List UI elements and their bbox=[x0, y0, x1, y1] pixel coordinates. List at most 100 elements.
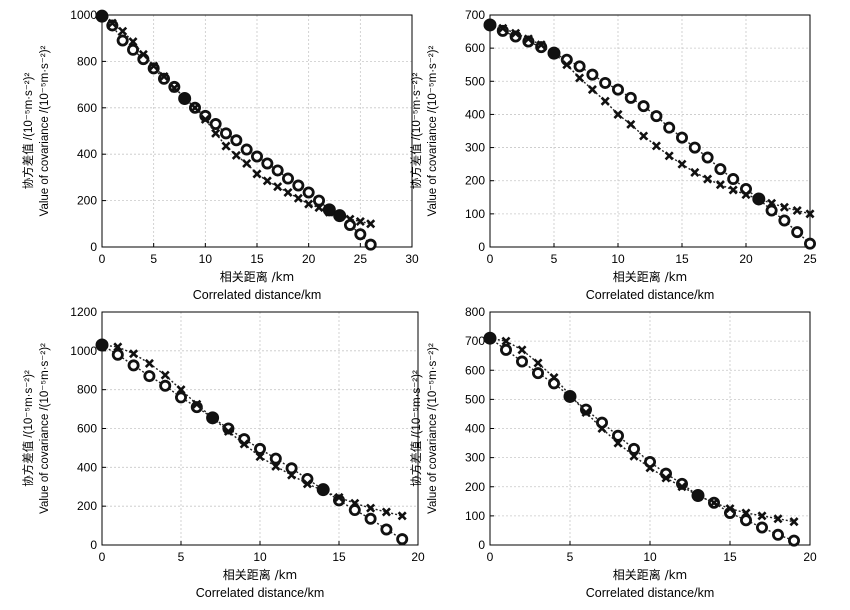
data-point-cross bbox=[107, 18, 117, 28]
data-point-cross bbox=[725, 504, 735, 514]
data-point-circle bbox=[612, 429, 625, 442]
data-point-circle bbox=[756, 521, 769, 534]
data-point-cross bbox=[129, 349, 139, 359]
data-point-cross bbox=[709, 498, 719, 508]
data-point-cross bbox=[169, 83, 179, 93]
data-point-filled bbox=[752, 192, 766, 206]
data-point-cross bbox=[773, 514, 783, 524]
y-tick-label: 400 bbox=[77, 147, 97, 161]
cross-stroke bbox=[664, 151, 674, 161]
data-point-circle bbox=[788, 534, 801, 547]
y-axis-label-chinese: 协方差值 /(10⁻⁵m·s⁻²)² bbox=[409, 370, 423, 487]
cross-stroke bbox=[517, 345, 527, 355]
data-point-cross bbox=[741, 508, 751, 518]
x-tick-label: 0 bbox=[487, 550, 494, 564]
cross-stroke bbox=[757, 511, 767, 521]
y-tick-label: 1000 bbox=[70, 344, 97, 358]
cross-stroke bbox=[501, 336, 511, 346]
data-point-cross bbox=[366, 503, 376, 513]
data-point-circle bbox=[688, 141, 701, 154]
y-tick-label: 200 bbox=[77, 194, 97, 208]
y-tick-label: 500 bbox=[465, 392, 485, 406]
data-point-cross bbox=[345, 214, 355, 224]
cross-stroke bbox=[211, 128, 221, 138]
data-point-circle bbox=[261, 157, 274, 170]
data-point-filled bbox=[483, 331, 497, 345]
y-tick-label: 100 bbox=[465, 207, 485, 221]
y-axis-label-english: Value of covariance /(10⁻⁵m·s⁻²)² bbox=[39, 343, 51, 514]
data-point-cross bbox=[536, 40, 546, 50]
cross-stroke bbox=[144, 358, 154, 368]
cross-stroke bbox=[350, 498, 360, 508]
cross-stroke bbox=[302, 479, 312, 489]
data-point-circle bbox=[676, 131, 689, 144]
y-tick-label: 1200 bbox=[70, 305, 97, 319]
cross-stroke bbox=[242, 158, 252, 168]
data-point-circle bbox=[499, 343, 512, 356]
x-tick-label: 25 bbox=[354, 252, 368, 266]
cross-stroke bbox=[709, 498, 719, 508]
y-tick-label: 300 bbox=[465, 141, 485, 155]
cross-stroke bbox=[287, 470, 297, 480]
cross-stroke bbox=[741, 190, 751, 200]
data-point-cross bbox=[287, 470, 297, 480]
data-point-circle bbox=[174, 391, 187, 404]
plot-frame bbox=[489, 14, 811, 248]
data-point-circle bbox=[219, 127, 232, 140]
cross-stroke bbox=[715, 180, 725, 190]
x-tick-label: 0 bbox=[487, 252, 494, 266]
y-axis-label-english: Value of covariance /(10⁻⁵m·s⁻²)² bbox=[427, 343, 439, 514]
data-point-cross bbox=[677, 482, 687, 492]
cross-stroke bbox=[792, 206, 802, 216]
y-tick-label: 0 bbox=[90, 240, 97, 254]
cross-stroke bbox=[498, 23, 508, 33]
data-point-cross bbox=[304, 199, 314, 209]
data-point-circle bbox=[650, 110, 663, 123]
data-point-cross bbox=[703, 174, 713, 184]
data-point-circle bbox=[701, 151, 714, 164]
cross-stroke bbox=[252, 169, 262, 179]
cross-stroke bbox=[221, 141, 231, 151]
cross-stroke bbox=[255, 452, 265, 462]
cross-stroke bbox=[118, 26, 128, 36]
data-point-cross bbox=[113, 342, 123, 352]
data-point-circle bbox=[663, 121, 676, 134]
cross-stroke bbox=[190, 103, 200, 113]
data-point-filled bbox=[547, 46, 561, 60]
x-tick-label: 0 bbox=[99, 550, 106, 564]
data-point-cross bbox=[350, 498, 360, 508]
x-axis-label-chinese: 相关距离 /km bbox=[220, 269, 295, 284]
x-tick-label: 30 bbox=[405, 252, 419, 266]
data-point-cross bbox=[176, 385, 186, 395]
data-point-cross bbox=[144, 358, 154, 368]
data-point-filled bbox=[206, 411, 220, 425]
data-point-filled bbox=[333, 209, 347, 223]
data-point-filled bbox=[483, 18, 497, 32]
data-point-cross bbox=[581, 407, 591, 418]
y-tick-label: 0 bbox=[478, 240, 485, 254]
cross-stroke bbox=[107, 18, 117, 28]
data-point-circle bbox=[637, 100, 650, 113]
data-point-cross bbox=[302, 479, 312, 489]
data-point-circle bbox=[209, 118, 222, 131]
x-tick-label: 15 bbox=[250, 252, 264, 266]
data-point-filled bbox=[691, 488, 705, 502]
data-point-circle bbox=[522, 35, 535, 48]
data-point-cross bbox=[792, 206, 802, 216]
data-point-cross bbox=[118, 26, 128, 36]
cross-stroke bbox=[231, 150, 241, 160]
x-tick-label: 5 bbox=[567, 550, 574, 564]
data-point-circle bbox=[364, 512, 377, 525]
x-tick-label: 10 bbox=[643, 550, 657, 564]
data-point-cross bbox=[192, 399, 202, 409]
x-tick-label: 10 bbox=[611, 252, 625, 266]
y-tick-label: 700 bbox=[465, 334, 485, 348]
cross-stroke bbox=[138, 49, 148, 59]
data-point-cross bbox=[138, 49, 148, 59]
data-point-circle bbox=[516, 355, 529, 368]
data-point-cross bbox=[273, 182, 283, 192]
cross-stroke bbox=[223, 426, 233, 436]
x-tick-label: 25 bbox=[803, 252, 817, 266]
x-tick-label: 20 bbox=[302, 252, 316, 266]
